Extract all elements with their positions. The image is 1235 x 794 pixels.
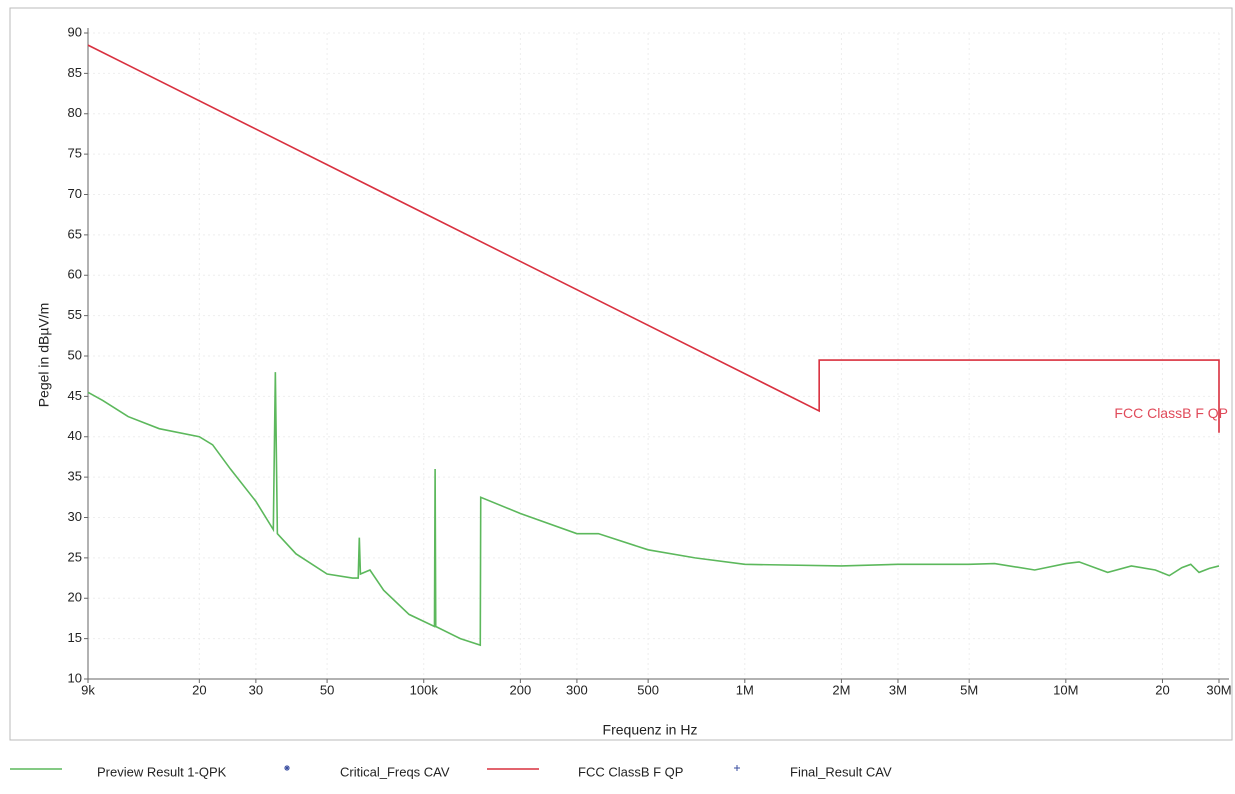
x-tick-label: 1M xyxy=(736,682,754,697)
x-tick-label: 3M xyxy=(889,682,907,697)
x-axis-title: Frequenz in Hz xyxy=(603,722,698,738)
y-tick-label: 85 xyxy=(68,65,82,80)
x-tick-label: 10M xyxy=(1053,682,1078,697)
x-tick-label: 50 xyxy=(320,682,334,697)
legend-label: FCC ClassB F QP xyxy=(578,764,683,779)
x-tick-label: 5M xyxy=(960,682,978,697)
y-tick-label: 15 xyxy=(68,630,82,645)
y-tick-label: 65 xyxy=(68,226,82,241)
y-tick-label: 80 xyxy=(68,105,82,120)
y-tick-label: 35 xyxy=(68,469,82,484)
y-tick-label: 30 xyxy=(68,509,82,524)
y-tick-label: 10 xyxy=(68,670,82,685)
y-tick-label: 90 xyxy=(68,24,82,39)
annotation: FCC ClassB F QP xyxy=(1114,405,1228,421)
y-tick-label: 70 xyxy=(68,186,82,201)
y-tick-label: 20 xyxy=(68,590,82,605)
y-tick-label: 50 xyxy=(68,347,82,362)
y-tick-label: 45 xyxy=(68,388,82,403)
x-tick-label: 30 xyxy=(249,682,263,697)
x-tick-label: 2M xyxy=(832,682,850,697)
x-tick-label: 500 xyxy=(637,682,659,697)
x-tick-label: 30M xyxy=(1206,682,1231,697)
y-axis-title: Pegel in dBµV/m xyxy=(36,303,52,408)
y-tick-label: 40 xyxy=(68,428,82,443)
x-tick-label: 300 xyxy=(566,682,588,697)
x-tick-label: 9k xyxy=(81,682,95,697)
legend-label: Critical_Freqs CAV xyxy=(340,764,450,779)
legend-label: Preview Result 1-QPK xyxy=(97,764,227,779)
y-tick-label: 60 xyxy=(68,267,82,282)
series-line xyxy=(87,372,1220,647)
y-tick-label: 75 xyxy=(68,146,82,161)
x-tick-label: 20 xyxy=(1155,682,1169,697)
x-tick-label: 200 xyxy=(510,682,532,697)
legend-swatch xyxy=(284,765,290,771)
x-tick-label: 20 xyxy=(192,682,206,697)
series-line xyxy=(87,44,1220,433)
y-tick-label: 55 xyxy=(68,307,82,322)
frame xyxy=(9,7,1233,741)
y-tick-label: 25 xyxy=(68,549,82,564)
x-tick-label: 100k xyxy=(410,682,439,697)
legend-label: Final_Result CAV xyxy=(790,764,892,779)
